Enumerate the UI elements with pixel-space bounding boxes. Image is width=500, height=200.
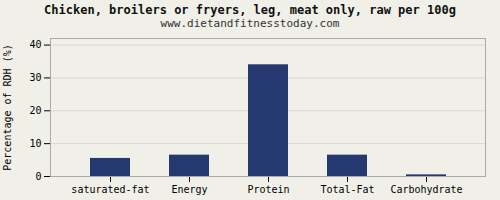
svg-text:saturated-fat: saturated-fat — [71, 184, 149, 195]
html-text:www.dietandfitnesstoday.com: www.dietandfitnesstoday.com — [160, 17, 340, 30]
svg-text:Percentage of RDH (%): Percentage of RDH (%) — [2, 44, 13, 170]
svg-text:20: 20 — [29, 105, 41, 116]
svg-text:40: 40 — [29, 39, 41, 50]
svg-text:30: 30 — [29, 72, 41, 83]
svg-text:0: 0 — [35, 171, 41, 182]
svg-text:10: 10 — [29, 138, 41, 149]
html-text:Chicken, broilers or fryers, l: Chicken, broilers or fryers, leg, meat o… — [44, 3, 456, 17]
svg-text:Total-Fat: Total-Fat — [320, 184, 374, 195]
svg-text:Protein: Protein — [247, 184, 289, 195]
svg-text:Energy: Energy — [171, 184, 207, 195]
svg-text:Carbohydrate: Carbohydrate — [390, 184, 462, 195]
